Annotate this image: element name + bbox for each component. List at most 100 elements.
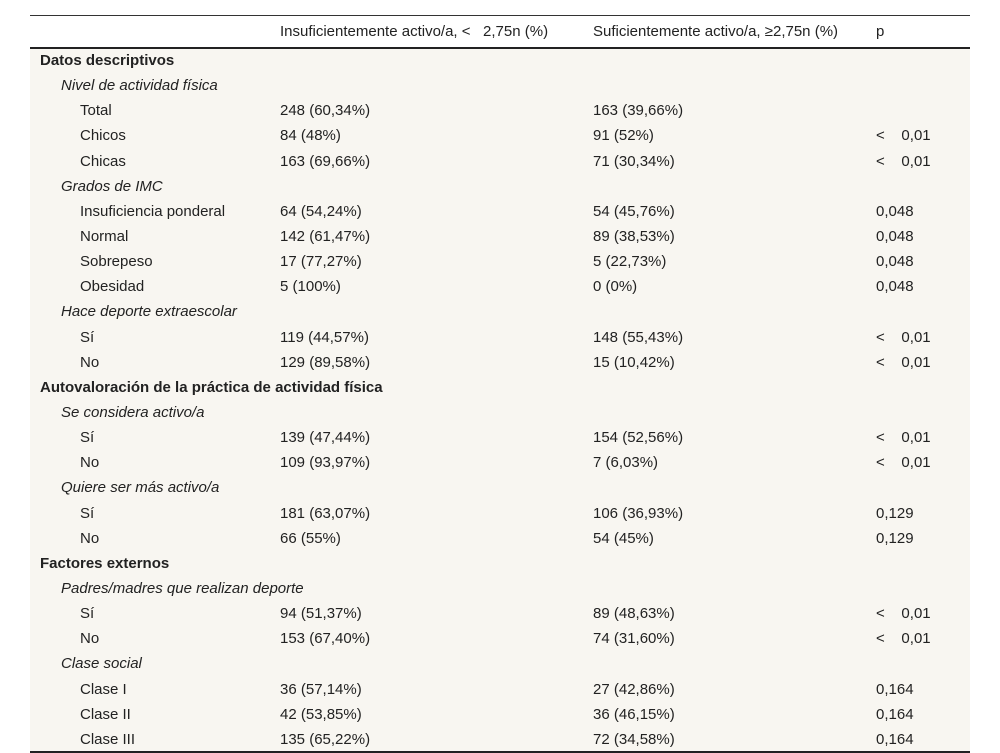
cell: < 0,01	[876, 630, 931, 648]
cell: 0,164	[876, 730, 914, 748]
cell: 54 (45%)	[593, 529, 654, 547]
cell: 7 (6,03%)	[593, 454, 659, 472]
cell: 0,164	[876, 705, 914, 723]
section-row: Datos descriptivos	[30, 48, 970, 73]
section-row: Factores externos	[30, 551, 970, 576]
cell: < 0,01	[876, 605, 931, 623]
group-row: Quiere ser más activo/a	[30, 475, 970, 500]
cell: 74 (31,60%)	[593, 630, 675, 648]
cell: 0,048	[876, 278, 914, 296]
group-title: Hace deporte extraescolar	[61, 303, 237, 321]
cell: 0,129	[876, 504, 914, 522]
cell	[876, 98, 970, 123]
row-label: No	[80, 529, 100, 547]
data-row: Sí 94 (51,37%) 89 (48,63%) < 0,01	[30, 601, 970, 626]
row-label: Normal	[80, 228, 129, 246]
cell: 163 (69,66%)	[280, 152, 371, 170]
cell: < 0,01	[876, 454, 931, 472]
data-row: Clase II 42 (53,85%) 36 (46,15%) 0,164	[30, 702, 970, 727]
cell: 36 (46,15%)	[593, 705, 675, 723]
section-title: Autovaloración de la práctica de activid…	[40, 378, 383, 396]
group-title: Grados de IMC	[61, 177, 163, 195]
row-label: Sobrepeso	[80, 253, 153, 271]
row-label: Clase I	[80, 680, 127, 698]
cell: 0,129	[876, 529, 914, 547]
group-title: Padres/madres que realizan deporte	[61, 580, 304, 598]
cell: 0,048	[876, 202, 914, 220]
header-row: Insuficientemente activo/a, < 2,75n (%) S…	[30, 15, 970, 49]
section-title: Datos descriptivos	[40, 52, 175, 70]
cell: 66 (55%)	[280, 529, 341, 547]
row-label: Sí	[80, 605, 95, 623]
data-row: Sí 139 (47,44%) 154 (52,56%) < 0,01	[30, 425, 970, 450]
data-row: Chicos 84 (48%) 91 (52%) < 0,01	[30, 123, 970, 148]
cell: < 0,01	[876, 152, 931, 170]
cell: 5 (22,73%)	[593, 253, 667, 271]
data-row: No 129 (89,58%) 15 (10,42%) < 0,01	[30, 350, 970, 375]
cell: < 0,01	[876, 353, 931, 371]
data-row: Clase III 135 (65,22%) 72 (34,58%) 0,164	[30, 727, 970, 752]
cell: 148 (55,43%)	[593, 328, 684, 346]
cell: 84 (48%)	[280, 127, 341, 145]
row-label: Insuficiencia ponderal	[80, 202, 226, 220]
group-row: Padres/madres que realizan deporte	[30, 576, 970, 601]
row-label: No	[80, 353, 100, 371]
cell: 5 (100%)	[280, 278, 341, 296]
cell: 154 (52,56%)	[593, 429, 684, 447]
cell: 106 (36,93%)	[593, 504, 684, 522]
cell: 153 (67,40%)	[280, 630, 371, 648]
cell: 91 (52%)	[593, 127, 654, 145]
cell: 142 (61,47%)	[280, 228, 371, 246]
cell: 0,048	[876, 228, 914, 246]
cell: 54 (45,76%)	[593, 202, 675, 220]
data-row: Obesidad 5 (100%) 0 (0%) 0,048	[30, 274, 970, 299]
row-label: No	[80, 630, 100, 648]
data-row: Normal 142 (61,47%) 89 (38,53%) 0,048	[30, 224, 970, 249]
group-title: Se considera activo/a	[61, 404, 205, 422]
cell: 15 (10,42%)	[593, 353, 675, 371]
group-row: Clase social	[30, 651, 970, 676]
cell: < 0,01	[876, 429, 931, 447]
cell: 36 (57,14%)	[280, 680, 362, 698]
table-container: Insuficientemente activo/a, < 2,75n (%) S…	[30, 15, 970, 753]
cell: 89 (38,53%)	[593, 228, 675, 246]
data-row: Sí 181 (63,07%) 106 (36,93%) 0,129	[30, 501, 970, 526]
data-row: Total 248 (60,34%) 163 (39,66%)	[30, 98, 970, 123]
cell: 135 (65,22%)	[280, 730, 371, 748]
data-row: No 153 (67,40%) 74 (31,60%) < 0,01	[30, 626, 970, 651]
row-label: No	[80, 454, 100, 472]
cell: 163 (39,66%)	[593, 102, 684, 120]
cell: 42 (53,85%)	[280, 705, 362, 723]
row-label: Sí	[80, 429, 95, 447]
cell: 0,048	[876, 253, 914, 271]
row-label: Clase III	[80, 730, 136, 748]
cell: < 0,01	[876, 328, 931, 346]
group-title: Nivel de actividad física	[61, 77, 218, 95]
group-title: Clase social	[61, 655, 142, 673]
row-label: Sí	[80, 328, 95, 346]
group-row: Hace deporte extraescolar	[30, 299, 970, 324]
cell: 181 (63,07%)	[280, 504, 371, 522]
cell: 119 (44,57%)	[280, 328, 369, 346]
data-table: Insuficientemente activo/a, < 2,75n (%) S…	[30, 15, 970, 753]
table-body: Datos descriptivos Nivel de actividad fís…	[30, 48, 970, 752]
cell: 64 (54,24%)	[280, 202, 362, 220]
data-row: Sí 119 (44,57%) 148 (55,43%) < 0,01	[30, 325, 970, 350]
cell: 248 (60,34%)	[280, 102, 371, 120]
group-title: Quiere ser más activo/a	[61, 479, 220, 497]
header-cell	[30, 16, 280, 49]
cell: 71 (30,34%)	[593, 152, 675, 170]
group-row: Grados de IMC	[30, 174, 970, 199]
cell: 0 (0%)	[593, 278, 638, 296]
cell: 109 (93,97%)	[280, 454, 371, 472]
data-row: No 109 (93,97%) 7 (6,03%) < 0,01	[30, 450, 970, 475]
row-label: Clase II	[80, 705, 131, 723]
header-cell: p	[876, 23, 885, 40]
row-label: Sí	[80, 504, 95, 522]
section-row: Autovaloración de la práctica de activid…	[30, 375, 970, 400]
header-cell: Suficientemente activo/a, ≥2,75n (%)	[593, 23, 839, 40]
cell: 139 (47,44%)	[280, 429, 371, 447]
section-title: Factores externos	[40, 554, 170, 572]
row-label: Total	[80, 102, 112, 120]
cell: 27 (42,86%)	[593, 680, 675, 698]
